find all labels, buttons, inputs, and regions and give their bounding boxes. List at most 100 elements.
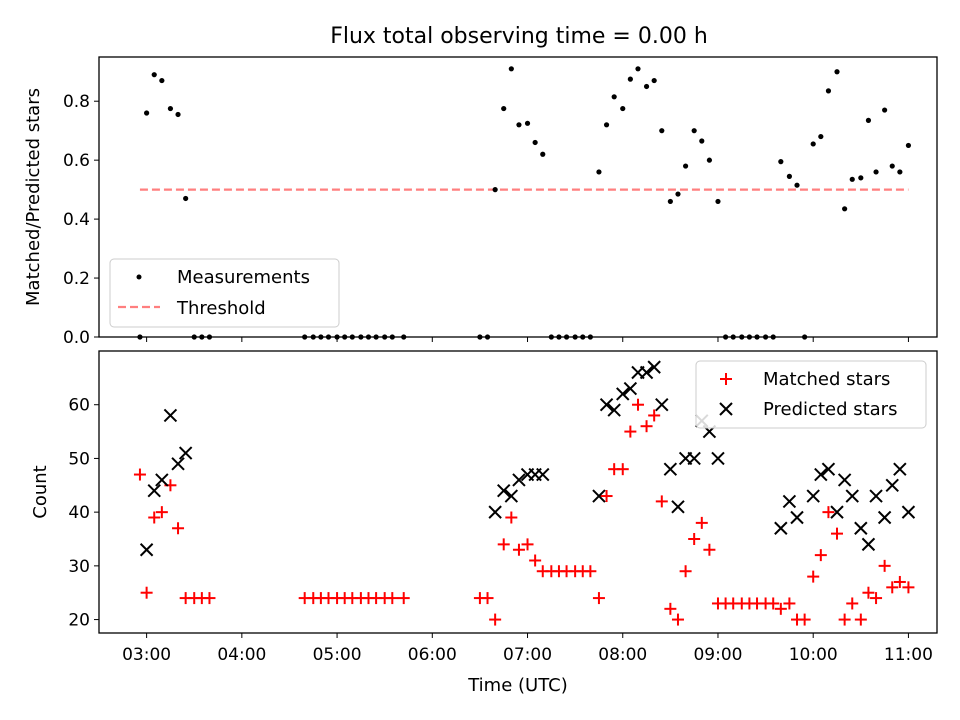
predicted-star-point [901,505,916,519]
matched-star-point [624,425,637,438]
top-y-tick-label: 0.6 [63,151,90,171]
measurement-point [849,176,855,182]
top-y-axis-label: Matched/Predicted stars [23,88,44,306]
predicted-star-stroke [512,473,526,487]
bottom-plot-area [133,360,916,626]
predicted-star-point [687,451,701,466]
matched-star-point [783,597,796,610]
measurement-point [786,173,792,179]
measurement-point [167,105,174,112]
matched-star-point [648,409,661,422]
predicted-star-point [592,489,606,503]
predicted-star-point [711,451,725,466]
predicted-star-point [830,505,844,519]
predicted-star-point [861,537,876,552]
predicted-star-stroke [639,365,654,380]
x-tick-label: 10:00 [789,645,838,665]
matched-legend-label: Matched stars [763,369,890,390]
predicted-star-point [663,462,678,476]
top-legend: Measurements Threshold [109,258,340,328]
measurement-point [905,142,912,149]
measurement-point [842,206,848,212]
predicted-star-stroke [814,467,828,482]
predicted-star-stroke [607,403,621,417]
matched-star-point [854,613,867,626]
predicted-star-point [885,478,899,492]
measurement-point [516,122,522,128]
predicted-star-stroke [877,510,892,525]
matched-star-point [386,592,399,605]
predicted-star-stroke [599,398,614,412]
measurement-point [897,169,903,175]
predicted-star-stroke [647,360,661,374]
bottom-y-tick-label: 20 [68,611,90,631]
matched-star-point [616,463,629,476]
matched-star-point [814,549,827,562]
predicted-star-stroke [774,521,788,535]
measurement-point [683,163,689,169]
measurement-point [882,107,888,113]
measurement-point [508,66,514,72]
measurement-point [667,198,673,205]
bottom-y-tick-label: 60 [68,396,90,416]
predicted-star-stroke [488,505,502,519]
matched-star-point [886,581,899,594]
predicted-star-stroke [178,446,193,460]
x-tick-label: 08:00 [598,645,647,665]
bottom-y-tick-label: 40 [68,503,90,523]
measurement-point [540,151,546,157]
matched-star-point [655,495,668,508]
matched-star-point [688,533,701,545]
measurement-point [620,105,626,112]
predicted-legend-marker [719,402,733,416]
predicted-star-stroke [845,489,859,503]
measurement-point [159,77,165,84]
matched-legend-marker [720,373,732,385]
matched-star-point [902,581,915,594]
predicted-star-stroke [155,473,169,487]
measurement-point [818,133,824,140]
predicted-star-stroke [711,451,725,466]
top-y-tick-label: 0.4 [63,210,90,230]
matched-star-point [695,516,708,529]
measurement-point [183,195,189,202]
predicted-star-stroke [497,483,511,498]
predicted-star-stroke [687,451,701,466]
predicted-star-point [655,398,669,412]
measurement-point [794,182,800,188]
predicted-star-stroke [163,408,178,423]
matched-star-point [203,592,216,605]
top-y-tick-label: 0.2 [63,269,90,289]
bottom-y-tick-label: 30 [68,557,90,577]
matched-star-point [155,506,168,519]
matched-star-point [133,468,146,481]
top-y-tick-label: 0.8 [63,92,90,112]
x-tick-label: 05:00 [313,645,362,665]
predicted-star-point [877,510,892,525]
measurement-point [151,72,157,78]
predicted-star-stroke [663,462,678,476]
predicted-star-stroke [837,473,852,487]
matched-star-point [584,565,597,578]
matched-star-point [679,565,692,578]
measurement-point [144,110,150,116]
measurement-point [175,111,181,118]
predicted-star-point [504,489,519,503]
measurement-point [834,69,840,75]
predicted-star-stroke [861,537,876,552]
matched-star-point [592,592,605,605]
measurement-point [524,120,531,126]
matched-star-point [631,398,644,411]
x-tick-label: 07:00 [503,645,552,665]
top-axes-frame [98,56,938,338]
matched-star-point [148,511,161,524]
predicted-star-point [821,462,836,476]
measurement-point [611,94,617,100]
matched-star-point [862,586,875,599]
matched-star-point [893,575,906,588]
matched-star-point [703,543,716,556]
x-tick-label: 11:00 [884,645,933,665]
matched-star-point [664,602,677,615]
predicted-star-point [671,500,685,514]
predicted-star-point [536,467,550,482]
